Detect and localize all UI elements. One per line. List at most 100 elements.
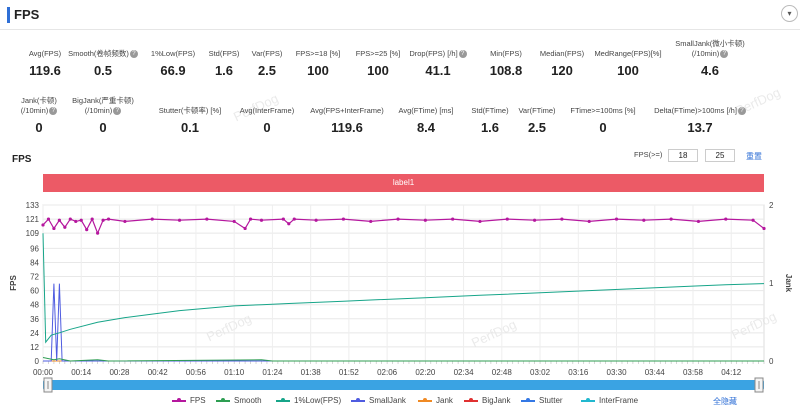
x-tick-label: 03:44	[645, 368, 666, 377]
stat-item: Avg(FPS) 119.6	[0, 49, 100, 78]
stat-value: 66.9	[160, 63, 186, 78]
legend-item[interactable]: SmallJank	[351, 396, 406, 405]
fps-data-point	[96, 231, 100, 235]
x-tick-label: 00:28	[109, 368, 130, 377]
stat-item: Median(FPS) 120	[507, 49, 617, 78]
fps-data-point	[205, 217, 209, 221]
chart-title: FPS	[12, 154, 32, 165]
fps-data-point	[259, 218, 264, 222]
stat-value: 0	[599, 120, 607, 135]
fps-data-point	[724, 217, 728, 221]
stat-value: 1.6	[214, 63, 234, 78]
fps-data-point	[560, 217, 564, 221]
stat-value: 41.1	[425, 63, 451, 78]
legend-label: SmallJank	[369, 396, 406, 405]
stat-item: BigJank(严重卡顿) (/10min)? 0	[48, 96, 158, 135]
fps-data-point	[243, 226, 247, 231]
fps-data-point	[587, 219, 591, 224]
legend-swatch	[216, 397, 230, 402]
legend-item[interactable]: Stutter	[521, 396, 563, 405]
stat-item: FPS>=25 [%] 100	[323, 49, 433, 78]
y2-tick-label: 2	[769, 201, 774, 210]
stat-label: FTime>=100ms [%]	[570, 106, 636, 115]
y-tick-label: 72	[30, 273, 39, 282]
fps-data-point	[52, 226, 56, 231]
y-tick-label: 84	[30, 258, 39, 267]
help-icon[interactable]: ?	[737, 107, 746, 116]
fps-data-point	[762, 226, 766, 231]
x-tick-label: 02:34	[454, 368, 475, 377]
x-tick-label: 04:12	[721, 368, 742, 377]
stat-value: 4.6	[700, 63, 720, 78]
chart-legend: FPS Smooth 1%Low(FPS) SmallJank Jank BigJank S…	[0, 396, 800, 408]
fps-threshold-input-1[interactable]: 18	[668, 149, 698, 162]
stat-value: 108.8	[489, 63, 523, 78]
stat-value: 119.6	[29, 63, 61, 78]
stat-item: Avg(FPS+InterFrame) 119.6	[292, 106, 402, 135]
label-band[interactable]: label1	[43, 174, 764, 192]
range-slider-track[interactable]	[43, 380, 764, 390]
x-tick-label: 00:14	[71, 368, 92, 377]
y-tick-label: 109	[26, 229, 40, 238]
stat-label: BigJank(严重卡顿)	[72, 96, 134, 105]
stat-item: Avg(FTime) [ms] 8.4	[371, 106, 481, 135]
stat-item: Avg(InterFrame) 0	[212, 106, 322, 135]
hide-all-button[interactable]: 全隐藏	[713, 397, 737, 406]
stat-label: Avg(InterFrame)	[239, 106, 295, 115]
fps-data-point	[150, 217, 154, 221]
stat-value: 0.5	[93, 63, 113, 78]
fps-data-point	[314, 218, 318, 222]
legend-label: Smooth	[234, 396, 262, 405]
legend-item[interactable]: FPS	[172, 396, 206, 405]
help-icon[interactable]: ?	[720, 50, 729, 59]
stat-label: MedRange(FPS)[%]	[594, 49, 662, 58]
x-tick-label: 02:20	[415, 368, 436, 377]
x-tick-label: 03:16	[568, 368, 589, 377]
fps-data-point	[177, 218, 182, 222]
fps-data-point	[123, 219, 127, 224]
stat-label: Var(FTime)	[518, 106, 556, 115]
legend-item[interactable]: Smooth	[216, 396, 262, 405]
stat-label: FPS>=18 [%]	[295, 49, 341, 58]
stat-item: FTime>=100ms [%] 0	[548, 106, 658, 135]
stat-item: Drop(FPS) [/h]? 41.1	[383, 49, 493, 78]
stat-label: SmallJank(微小卡顿)	[675, 39, 745, 48]
stat-item: FPS>=18 [%] 100	[263, 49, 373, 78]
y2-tick-label: 1	[769, 279, 774, 288]
help-icon[interactable]: ?	[49, 107, 58, 116]
legend-swatch	[172, 397, 186, 402]
y-tick-label: 60	[30, 287, 39, 296]
stat-value: 8.4	[416, 120, 436, 135]
stat-item: 1%Low(FPS) 66.9	[118, 49, 228, 78]
help-icon[interactable]: ?	[129, 50, 138, 59]
legend-item[interactable]: Jank	[418, 396, 453, 405]
stat-label: Var(FPS)	[251, 49, 283, 58]
fps-threshold-input-2[interactable]: 25	[705, 149, 735, 162]
legend-item[interactable]: 1%Low(FPS)	[276, 396, 341, 405]
y-tick-label: 48	[30, 301, 39, 310]
stat-item: Smooth(卷帧频数)? 0.5	[48, 49, 158, 78]
fps-data-point	[341, 217, 346, 221]
fps-data-point	[68, 217, 72, 221]
legend-item[interactable]: BigJank	[464, 396, 510, 405]
stat-value: 119.6	[331, 120, 363, 135]
x-tick-label: 01:24	[262, 368, 283, 377]
collapse-toggle-icon[interactable]: ▾	[781, 5, 798, 22]
help-icon[interactable]: ?	[458, 50, 467, 59]
stat-label: 1%Low(FPS)	[150, 49, 196, 58]
fps-data-point	[451, 217, 455, 221]
legend-swatch	[276, 397, 290, 402]
fps-data-point	[292, 217, 296, 221]
help-icon[interactable]: ?	[113, 107, 122, 116]
stat-label: Avg(FPS)	[28, 49, 62, 58]
stat-item: Jank(卡顿) (/10min)? 0	[0, 96, 94, 135]
reset-button[interactable]: 重置	[746, 152, 762, 161]
fps-data-point	[85, 228, 89, 232]
fps-data-point	[63, 225, 67, 229]
legend-label: Stutter	[539, 396, 563, 405]
stat-label: Avg(FPS+InterFrame)	[310, 106, 384, 115]
stat-label: Jank(卡顿)	[21, 96, 57, 105]
stat-label-unit: (/10min)	[20, 106, 49, 115]
legend-item[interactable]: InterFrame	[581, 396, 638, 405]
